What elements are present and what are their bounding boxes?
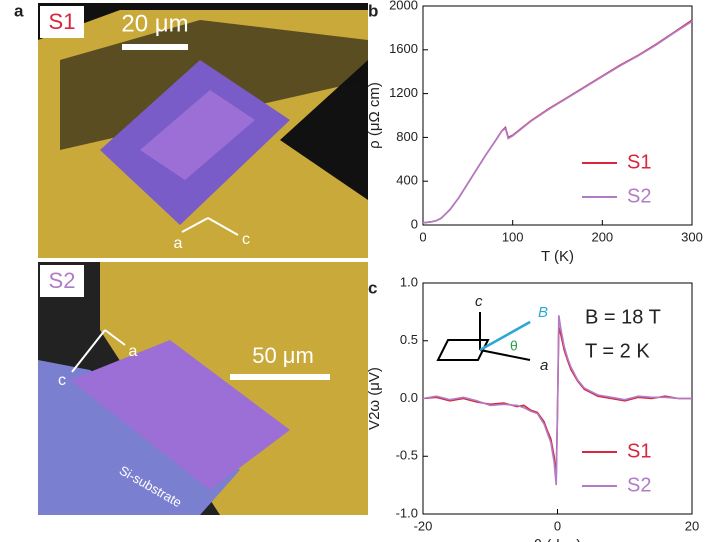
legend-label: S1	[627, 440, 651, 462]
micrograph-s1: S1 20 μm a c	[38, 3, 368, 258]
annotation: c	[475, 293, 483, 310]
y-tick-label: 0.0	[400, 390, 418, 405]
y-tick-label: 2000	[389, 0, 418, 12]
axis-arrows	[71, 329, 126, 373]
y-axis-label: V2ω (μV)	[366, 367, 383, 430]
panel-label: c	[368, 278, 377, 297]
x-tick-label: -20	[414, 518, 433, 533]
axis-label: a	[129, 343, 138, 360]
legend-label: S1	[627, 151, 651, 173]
sample-top	[140, 90, 255, 180]
annotation: B	[538, 304, 548, 321]
scale-label: 20 μm	[121, 10, 188, 37]
y-axis-label: ρ (μΩ cm)	[366, 82, 383, 149]
scale-bar	[230, 374, 330, 380]
y-tick-label: 0.5	[400, 332, 418, 347]
plot-frame	[422, 5, 693, 226]
sample-label: S2	[49, 268, 76, 293]
y-tick-label: -0.5	[396, 448, 418, 463]
x-tick-label: 0	[554, 518, 561, 533]
data-line	[422, 315, 692, 486]
x-tick-label: 300	[681, 229, 703, 244]
y-tick-label: 0	[411, 216, 418, 231]
panel-label: a	[14, 1, 24, 20]
x-tick-label: 100	[502, 229, 524, 244]
y-tick-label: -1.0	[396, 505, 418, 520]
x-tick-label: 20	[685, 518, 699, 533]
annotation: T = 2 K	[585, 340, 650, 362]
scale-bar	[122, 44, 188, 50]
annotation: B = 18 T	[585, 306, 661, 328]
x-tick-label: 200	[591, 229, 613, 244]
inset-hexagon	[436, 339, 490, 361]
x-axis-label: θ (deg)	[534, 537, 582, 542]
axis-label: c	[242, 231, 250, 248]
annotation: a	[540, 357, 548, 374]
x-axis-label: T (K)	[541, 248, 574, 265]
axis-arrows	[181, 217, 239, 236]
y-tick-label: 400	[396, 173, 418, 188]
panel-label: b	[368, 1, 378, 20]
substrate	[38, 360, 240, 515]
y-tick-label: 1600	[389, 41, 418, 56]
inset-b-arrow	[479, 320, 531, 352]
legend-label: S2	[627, 185, 651, 207]
annotation: θ	[510, 338, 518, 354]
y-tick-label: 1.0	[400, 274, 418, 289]
data-line	[422, 20, 693, 224]
data-line	[422, 19, 693, 224]
x-tick-label: 0	[419, 229, 426, 244]
y-tick-label: 1200	[389, 85, 418, 100]
y-tick-label: 800	[396, 129, 418, 144]
micrograph-s2: S2 50 μm c a Si-substrate	[38, 262, 368, 515]
axis-label: a	[174, 235, 183, 252]
sample-label: S1	[49, 9, 76, 34]
axis-label: c	[58, 372, 66, 389]
sample	[70, 340, 290, 490]
scale-label: 50 μm	[252, 343, 314, 368]
label-bg	[40, 265, 84, 297]
legend-label: S2	[627, 474, 651, 496]
label-bg	[40, 6, 84, 38]
